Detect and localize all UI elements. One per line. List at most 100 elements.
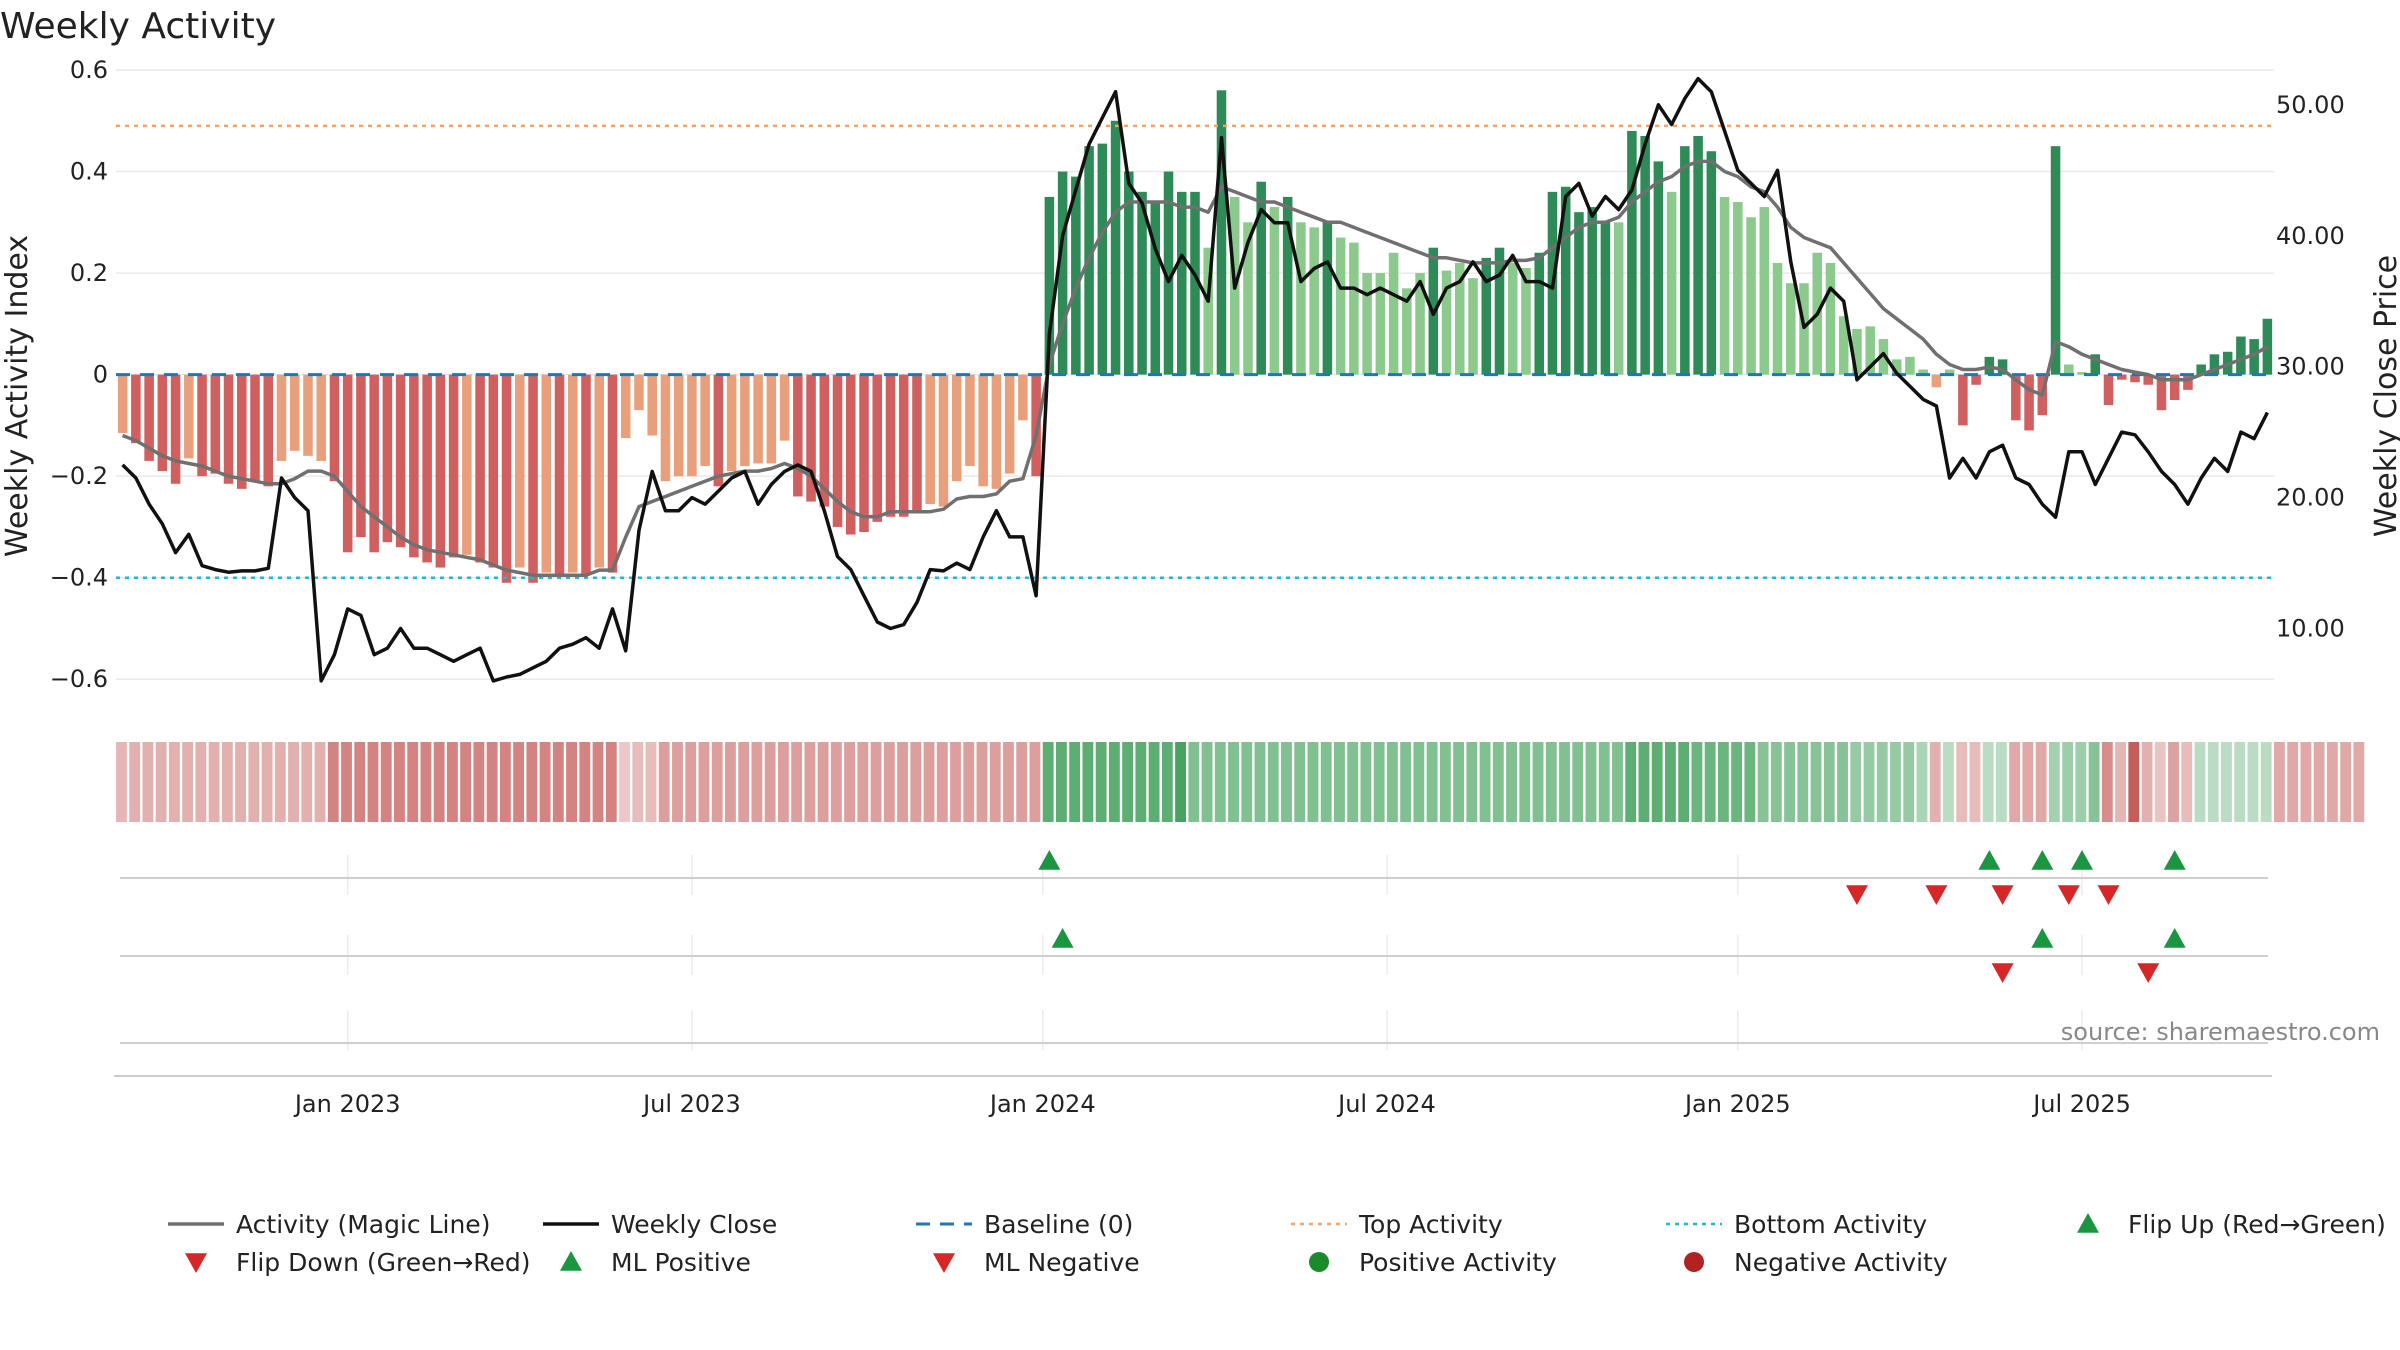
strip-cell [1082, 742, 1094, 822]
y-tick-label: −0.2 [50, 462, 108, 490]
x-tick-label: Jan 2025 [1683, 1090, 1791, 1118]
activity-bar [1296, 222, 1306, 375]
signal-down-marker [1925, 885, 1948, 905]
strip-cell [460, 742, 472, 822]
source-credit: source: sharemaestro.com [2061, 1018, 2380, 1046]
activity-bar [409, 374, 419, 558]
activity-bar [541, 374, 552, 573]
y-tick-label: −0.6 [50, 665, 108, 693]
y2-tick-label: 30.00 [2276, 353, 2345, 381]
activity-bar [1891, 359, 1902, 375]
strip-cell [1651, 742, 1663, 822]
y-axis-label: Weekly Activity Index [0, 235, 35, 557]
activity-bar [515, 374, 525, 568]
strip-cell [2353, 742, 2365, 822]
strip-cell [2194, 742, 2206, 822]
activity-bar [1627, 130, 1637, 375]
strip-cell [777, 742, 789, 822]
activity-bar [1574, 212, 1584, 375]
y2-tick-label: 10.00 [2276, 615, 2345, 643]
strip-cell [2340, 742, 2352, 822]
activity-bar [435, 374, 446, 568]
strip-cell [1161, 742, 1173, 822]
flip-down-marker [1845, 885, 1868, 905]
activity-bar [1176, 191, 1187, 375]
strip-cell [1744, 742, 1756, 822]
activity-bar [1349, 242, 1359, 375]
strip-cell [1678, 742, 1690, 822]
strip-cell [2101, 742, 2113, 822]
strip-cell [989, 742, 1001, 822]
strip-cell [1810, 742, 1822, 822]
strip-cell [910, 742, 922, 822]
legend-label: Flip Down (Green→Red) [236, 1248, 531, 1277]
strip-cell [1995, 742, 2007, 822]
activity-bar [1481, 257, 1492, 375]
strip-cell [2115, 742, 2126, 822]
strip-cell [1664, 742, 1676, 822]
strip-cell [420, 742, 432, 822]
strip-cell [2326, 742, 2338, 822]
strip-cell [1267, 742, 1279, 822]
activity-bar [1044, 196, 1055, 375]
activity-bar [250, 374, 260, 482]
strip-cell [235, 742, 247, 822]
strip-cell [1545, 742, 1557, 822]
strip-cell [2247, 742, 2259, 822]
activity-bar [1560, 186, 1571, 375]
strip-cell [1797, 742, 1809, 822]
strip-cell [1003, 742, 1014, 822]
activity-bar [1494, 247, 1505, 375]
strip-cell [2154, 742, 2166, 822]
strip-cell [1956, 742, 1968, 822]
strip-cell [274, 742, 286, 822]
strip-cell [1929, 742, 1941, 822]
strip-cell [1479, 742, 1491, 822]
strip-cell [1373, 742, 1385, 822]
activity-bar [1878, 339, 1889, 375]
strip-cell [1625, 742, 1637, 822]
strip-cell [817, 742, 829, 822]
strip-cell [314, 742, 326, 822]
x-tick-label: Jul 2025 [2031, 1090, 2131, 1118]
activity-bar [1693, 136, 1703, 375]
activity-bar [528, 374, 538, 583]
activity-bar [1269, 207, 1280, 375]
activity-bar [1905, 356, 1915, 375]
strip-cell [367, 742, 379, 822]
strip-cell [1386, 742, 1398, 822]
activity-bar [647, 374, 657, 436]
activity-bar [2077, 372, 2087, 375]
activity-bar [1825, 262, 1836, 375]
y-tick-label: −0.4 [50, 564, 108, 592]
strip-cell [394, 742, 405, 822]
strip-cell [1532, 742, 1544, 822]
x-tick-label: Jul 2023 [641, 1090, 741, 1118]
activity-bar [581, 374, 591, 576]
strip-cell [1638, 742, 1650, 822]
activity-bar [1375, 273, 1386, 375]
strip-cell [566, 742, 577, 822]
activity-bar [2024, 374, 2034, 431]
strip-cell [738, 742, 750, 822]
activity-bar [2156, 374, 2167, 411]
strip-cell [2221, 742, 2232, 822]
activity-bar [356, 374, 366, 538]
strip-cell [1704, 742, 1716, 822]
strip-cell [2048, 742, 2060, 822]
legend-swatch [560, 1251, 582, 1271]
y-tick-label: 0 [93, 361, 108, 389]
activity-bar [1335, 237, 1346, 375]
strip-cell [2181, 742, 2193, 822]
strip-cell [129, 742, 141, 822]
strip-cell [2300, 742, 2312, 822]
strip-cell [619, 742, 630, 822]
activity-bar [303, 374, 313, 456]
strip-cell [539, 742, 551, 822]
activity-bar [554, 374, 565, 576]
strip-cell [1042, 742, 1054, 822]
legend-label: Positive Activity [1359, 1248, 1557, 1277]
strip-cell [1069, 742, 1081, 822]
y2-axis-label: Weekly Close Price [2369, 255, 2400, 537]
strip-cell [963, 742, 975, 822]
